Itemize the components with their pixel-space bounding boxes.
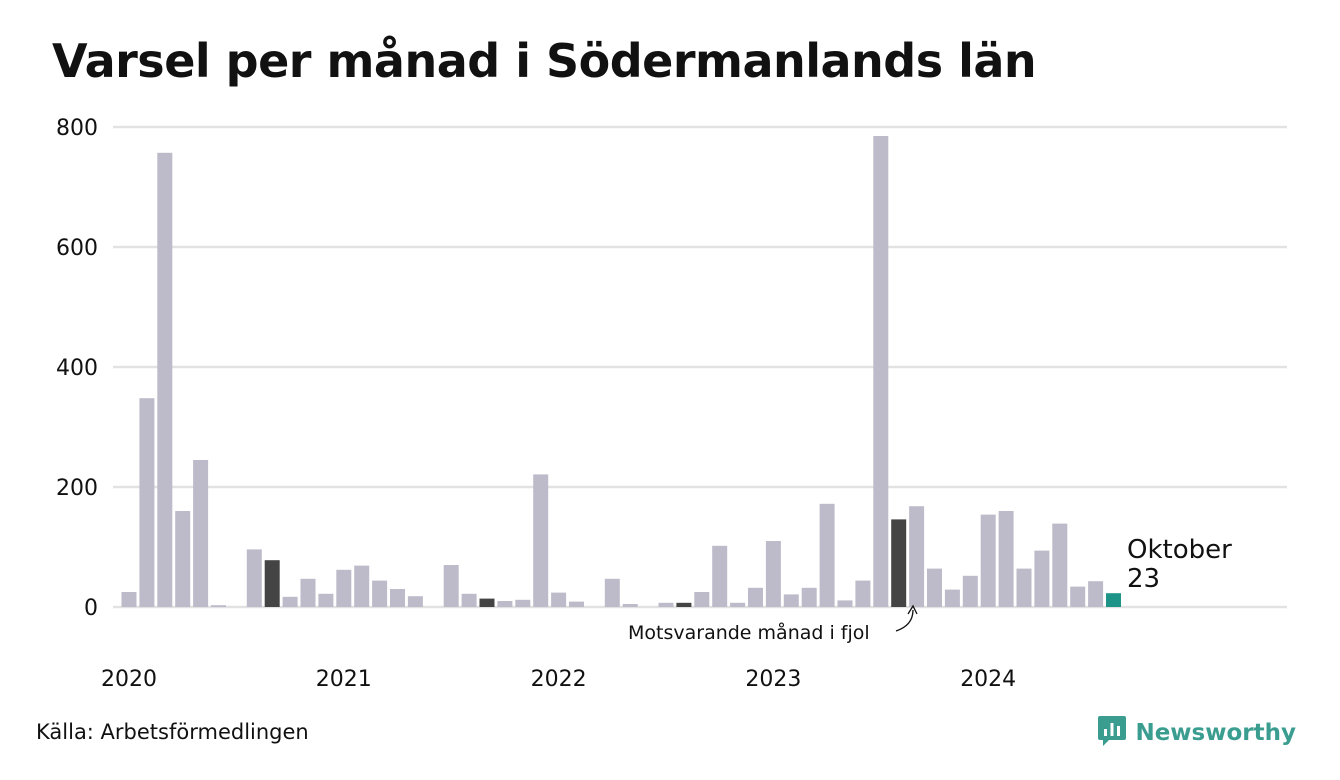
bar [962, 575, 978, 607]
bar [282, 596, 298, 607]
bar [730, 602, 746, 607]
chart-title: Varsel per månad i Södermanlands län [52, 34, 1037, 88]
bar [801, 587, 817, 607]
last-month-label: Oktober [1127, 535, 1232, 565]
y-tick-label: 200 [56, 476, 98, 501]
x-tick-label: 2024 [960, 667, 1016, 692]
bar [748, 587, 763, 607]
bar [873, 136, 889, 607]
bar [1016, 568, 1032, 607]
bar [121, 592, 137, 607]
bar [927, 568, 942, 607]
y-tick-label: 0 [84, 596, 98, 621]
bar [676, 602, 692, 607]
bar [479, 598, 495, 607]
bar [604, 578, 620, 607]
bar [372, 580, 388, 607]
bar [515, 599, 531, 607]
brand-logo: Newsworthy [1097, 714, 1296, 752]
x-tick-label: 2022 [531, 667, 587, 692]
annotation-arrow-line [895, 609, 914, 632]
bar [694, 592, 710, 607]
bar [497, 601, 513, 607]
annotation-arrow-head [907, 604, 918, 615]
gridlines [113, 125, 1287, 609]
bar [264, 560, 280, 607]
bar [909, 506, 925, 607]
bar [300, 578, 316, 607]
bar [855, 580, 871, 607]
y-tick-label: 400 [56, 356, 98, 381]
bar [980, 514, 996, 607]
previous-year-annotation: Motsvarande månad i fjol [628, 621, 870, 644]
bar [837, 600, 853, 607]
x-axis: 2020 2021 2022 2023 2024 [101, 667, 1016, 692]
bar [998, 511, 1014, 607]
bar [944, 589, 960, 607]
bar [891, 519, 907, 607]
y-tick-label: 800 [56, 116, 98, 141]
bar [246, 549, 262, 607]
bar [318, 593, 334, 607]
bar [658, 602, 674, 607]
bar [1034, 550, 1050, 607]
y-tick-label: 600 [56, 236, 98, 261]
bar [157, 152, 173, 608]
bar [783, 594, 799, 607]
newsworthy-logo-icon [1097, 714, 1127, 752]
bar [551, 592, 567, 607]
bar [407, 596, 423, 607]
y-axis: 0 200 400 600 800 [56, 116, 98, 621]
bar [193, 460, 209, 607]
bar [819, 503, 835, 607]
bar [1106, 593, 1121, 607]
last-value-label: 23 [1127, 564, 1160, 594]
bars [121, 136, 1121, 608]
bar [354, 565, 370, 607]
bar [336, 569, 352, 607]
x-tick-label: 2020 [101, 667, 157, 692]
bar [1052, 523, 1068, 607]
bar [712, 545, 728, 607]
bar [443, 565, 459, 607]
x-tick-label: 2021 [316, 667, 372, 692]
bar [622, 604, 638, 607]
bar [765, 541, 781, 607]
brand-name: Newsworthy [1135, 720, 1296, 746]
bar [1070, 586, 1086, 607]
annotations: Motsvarande månad i fjol Oktober 23 [628, 535, 1232, 644]
bar [390, 589, 405, 607]
bar [461, 593, 477, 607]
x-tick-label: 2023 [745, 667, 801, 692]
bar [533, 474, 549, 607]
bar [139, 398, 155, 607]
bar [1088, 581, 1104, 607]
source-note: Källa: Arbetsförmedlingen [36, 720, 309, 744]
bar [569, 601, 584, 607]
bar [175, 511, 191, 607]
bar [211, 605, 226, 607]
